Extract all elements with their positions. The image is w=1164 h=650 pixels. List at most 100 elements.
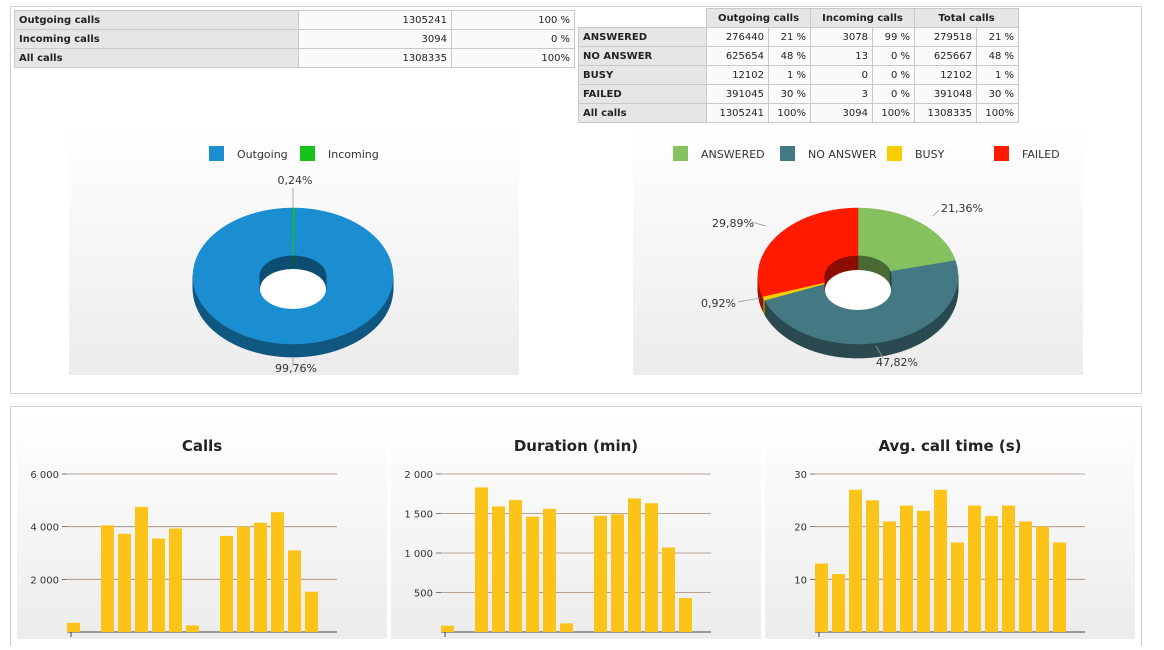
avg-call-time-bar	[883, 521, 896, 632]
call-status-table: Outgoing calls Incoming calls Total call…	[578, 8, 1019, 123]
avg-call-time-bar	[832, 574, 845, 632]
duration-ytick-label: 500	[414, 589, 433, 600]
table-cell-percent: 21 %	[976, 27, 1019, 47]
no-answer-value-label: 47,82%	[876, 356, 918, 369]
table-cell-percent: 30 %	[768, 84, 811, 104]
column-header-incoming: Incoming calls	[810, 8, 915, 28]
header-corner	[579, 9, 707, 28]
table-cell-percent: 1 %	[768, 65, 811, 85]
no-answer-legend-label: NO ANSWER	[808, 148, 877, 161]
failed-pointer-line	[750, 221, 767, 227]
row-label: FAILED	[578, 84, 707, 104]
call-count: 1305241	[298, 10, 452, 30]
avg-call-time-bar	[866, 500, 879, 632]
duration-bar	[526, 516, 539, 632]
duration-bar	[628, 498, 641, 632]
no-answer-legend-swatch	[780, 146, 795, 161]
donut-hole	[825, 270, 891, 310]
table-cell-count: 276440	[706, 27, 769, 47]
failed-value-label: 29,89%	[712, 217, 754, 230]
incoming-legend-label: Incoming	[328, 148, 379, 161]
table-cell-percent: 99 %	[872, 27, 915, 47]
outgoing-legend-swatch	[209, 146, 224, 161]
table-cell-percent: 21 %	[768, 27, 811, 47]
table-cell-percent: 100%	[976, 103, 1019, 123]
duration-ytick-label: 1 500	[404, 510, 433, 521]
busy-value-label: 0,92%	[701, 297, 736, 310]
table-cell-count: 3	[810, 84, 873, 104]
table-cell-percent: 1 %	[976, 65, 1019, 85]
row-label: All calls	[14, 48, 299, 68]
table-header-row: Outgoing calls Incoming calls Total call…	[579, 8, 1019, 28]
busy-legend-label: BUSY	[915, 148, 945, 161]
avg-call-time-bar	[815, 563, 828, 632]
calls-bar	[271, 512, 284, 632]
table-cell-count: 0	[810, 65, 873, 85]
answered-value-label: 21,36%	[941, 202, 983, 215]
call-percent: 100%	[451, 48, 575, 68]
no-answer-pointer-line	[875, 345, 884, 359]
row-label: NO ANSWER	[578, 46, 707, 66]
duration-bar	[543, 508, 556, 632]
duration-bar	[509, 500, 522, 632]
incoming-value-label: 0,24%	[278, 174, 313, 187]
slice-inner-wall	[857, 255, 859, 271]
avg-call-time-chart-title: Avg. call time (s)	[878, 437, 1021, 455]
call-percent: 0 %	[451, 29, 575, 49]
table-row: FAILED 391045 30 % 3 0 % 391048 30 %	[578, 84, 1019, 104]
table-cell-percent: 0 %	[872, 46, 915, 66]
row-label: BUSY	[578, 65, 707, 85]
duration-bar	[679, 598, 692, 632]
calls-chart-title: Calls	[182, 437, 222, 455]
table-cell-count: 391045	[706, 84, 769, 104]
duration-bar	[492, 506, 505, 632]
duration-bar	[594, 515, 607, 632]
busy-pointer-line	[737, 297, 761, 303]
calls-bar	[186, 625, 199, 632]
call-summary-table: Outgoing calls 1305241 100 % Incoming ca…	[14, 10, 575, 68]
table-cell-count: 1305241	[706, 103, 769, 123]
avg-call-time-bar	[934, 489, 947, 632]
table-cell-count: 279518	[914, 27, 977, 47]
table-row: Incoming calls 3094 0 %	[14, 29, 575, 49]
status-pie-svg: ANSWERED NO ANSWER BUSY FAILED 21,36% 47,82% 0…	[673, 146, 1060, 369]
table-cell-count: 12102	[706, 65, 769, 85]
avg-call-time-bar-svg: Avg. call time (s) 10 20 30	[794, 437, 1085, 637]
call-percent: 100 %	[451, 10, 575, 30]
table-cell-count: 625667	[914, 46, 977, 66]
row-label: Outgoing calls	[14, 10, 299, 30]
column-header-outgoing: Outgoing calls	[706, 8, 811, 28]
avg-call-time-ytick-label: 30	[794, 470, 807, 481]
busy-legend-swatch	[887, 146, 902, 161]
duration-bar	[611, 514, 624, 632]
duration-bar-svg: Duration (min) 500 1 000 1 500 2 000	[404, 437, 711, 637]
avg-call-time-bar	[968, 505, 981, 632]
avg-call-time-bar-chart: Avg. call time (s) 10 20 30	[765, 414, 1135, 639]
incoming-legend-swatch	[300, 146, 315, 161]
table-row: NO ANSWER 625654 48 % 13 0 % 625667 48 %	[578, 46, 1019, 66]
calls-bar-chart: Calls 2 000 4 000 6 000	[17, 414, 387, 639]
avg-call-time-bar	[1053, 542, 1066, 632]
row-label: ANSWERED	[578, 27, 707, 47]
table-cell-percent: 48 %	[976, 46, 1019, 66]
calls-bar	[135, 506, 148, 632]
calls-bar	[237, 526, 250, 632]
duration-bar-chart: Duration (min) 500 1 000 1 500 2 000	[391, 414, 761, 639]
duration-ytick-label: 1 000	[404, 549, 433, 560]
failed-legend-label: FAILED	[1022, 148, 1060, 161]
avg-call-time-ytick-label: 10	[794, 575, 807, 586]
call-count: 1308335	[298, 48, 452, 68]
calls-bar	[67, 622, 80, 632]
status-table-body: ANSWERED 276440 21 % 3078 99 % 279518 21 % NO A…	[578, 27, 1019, 123]
table-cell-count: 1308335	[914, 103, 977, 123]
avg-call-time-bar	[1036, 526, 1049, 632]
status-pie-chart: ANSWERED NO ANSWER BUSY FAILED 21,36% 47,82% 0…	[633, 126, 1083, 375]
table-row: All calls 1308335 100%	[14, 48, 575, 68]
avg-call-time-bar	[917, 510, 930, 632]
outgoing-value-label: 99,76%	[275, 362, 317, 375]
failed-legend-swatch	[994, 146, 1009, 161]
row-label: Incoming calls	[14, 29, 299, 49]
calls-bar	[152, 538, 165, 632]
duration-bar	[441, 625, 454, 632]
